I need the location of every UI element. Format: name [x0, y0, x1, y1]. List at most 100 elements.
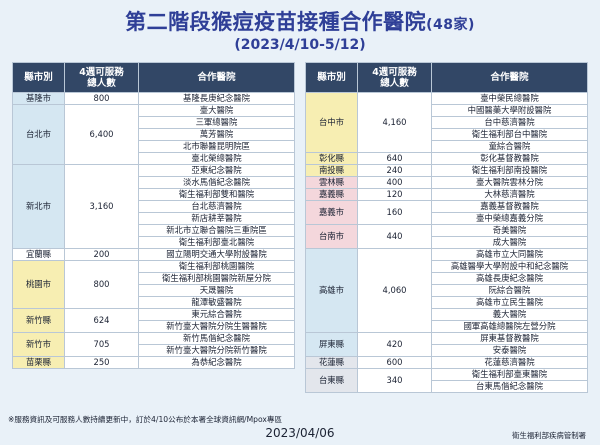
capacity-cell: 250: [64, 356, 139, 369]
table-row: 南投縣 240 衛生福利部南投醫院: [305, 164, 588, 177]
agency-credit: 衛生福利部疾病管制署: [512, 431, 586, 440]
hospital-cell: 國立陽明交通大學附設醫院: [138, 248, 295, 261]
hospital-cell: 大林慈濟醫院: [431, 188, 588, 201]
county-cell: 台中市: [305, 92, 358, 153]
table-row: 彰化縣 640 彰化基督教醫院: [305, 152, 588, 165]
hospital-cell: 安泰醫院: [431, 344, 588, 357]
hospital-cell: 高雄長庚紀念醫院: [431, 272, 588, 285]
hospital-header: 合作醫院: [431, 62, 588, 93]
hospital-cell: 新北市立聯合醫院三重院區: [138, 224, 295, 237]
date-range-subtitle: (2023/4/10-5/12): [234, 37, 366, 53]
hospital-cell: 新竹臺大醫院分院生醫醫院: [138, 320, 295, 333]
table-row: 台東縣 340 衛生福利部臺東醫院: [305, 368, 588, 393]
county-cell: 彰化縣: [305, 152, 358, 165]
capacity-cell: 200: [64, 248, 139, 261]
hospital-cell: 童綜合醫院: [431, 140, 588, 153]
hospital-cell: 阮綜合醫院: [431, 284, 588, 297]
hospital-cell: 三軍總醫院: [138, 116, 295, 129]
table-row: 雲林縣 400 臺大醫院雲林分院: [305, 176, 588, 189]
county-cell: 嘉義縣: [305, 188, 358, 201]
capacity-cell: 440: [357, 224, 432, 249]
page-title: 第二階段猴痘疫苗接種合作醫院(48家): [0, 6, 600, 36]
hospital-cell: 中國醫藥大學附設醫院: [431, 104, 588, 117]
county-cell: 苗栗縣: [12, 356, 65, 369]
county-cell: 桃園市: [12, 260, 65, 309]
hospital-cell: 新店耕莘醫院: [138, 212, 295, 225]
hospital-cell: 基隆長庚紀念醫院: [138, 92, 295, 105]
capacity-header: 4週可服務 總人數: [64, 62, 139, 93]
left-hospital-table: 縣市別 4週可服務 總人數 合作醫院 基隆市 800 基隆長庚紀念醫院 台北市 6,400…: [12, 62, 295, 369]
hospital-cell: 東元綜合醫院: [138, 308, 295, 321]
county-cell: 新竹市: [12, 332, 65, 357]
capacity-cell: 600: [357, 356, 432, 369]
county-cell: 高雄市: [305, 248, 358, 333]
county-header: 縣市別: [12, 62, 65, 93]
hospital-cell: 為恭紀念醫院: [138, 356, 295, 369]
capacity-header-label: 4週可服務 總人數: [372, 66, 417, 89]
hospital-cell: 成大醫院: [431, 236, 588, 249]
table-row: 桃園市 800 衛生福利部桃園醫院: [12, 260, 295, 309]
hospital-cell: 高雄醫學大學附設中和紀念醫院: [431, 260, 588, 273]
hospital-cell: 衛生福利部桃園醫院新屋分院: [138, 272, 295, 285]
title-count: (48家): [426, 17, 475, 33]
hospital-cell: 新竹臺大醫院分院新竹醫院: [138, 344, 295, 357]
hospital-cell: 嘉義基督教醫院: [431, 200, 588, 213]
hospital-cell: 台中慈濟醫院: [431, 116, 588, 129]
hospital-cell: 高雄市立民生醫院: [431, 296, 588, 309]
hospital-cell: 花蓮慈濟醫院: [431, 356, 588, 369]
table-row: 新北市 3,160 亞東紀念醫院: [12, 164, 295, 249]
hospital-cell: 北市聯醫昆明院區: [138, 140, 295, 153]
capacity-cell: 4,160: [357, 92, 432, 153]
title-main: 第二階段猴痘疫苗接種合作醫院: [125, 10, 427, 34]
capacity-cell: 420: [357, 332, 432, 357]
table-row: 嘉義市 160 嘉義基督教醫院: [305, 200, 588, 225]
capacity-cell: 400: [357, 176, 432, 189]
capacity-cell: 3,160: [64, 164, 139, 249]
table-row: 花蓮縣 600 花蓮慈濟醫院: [305, 356, 588, 369]
county-cell: 花蓮縣: [305, 356, 358, 369]
county-header: 縣市別: [305, 62, 358, 93]
capacity-cell: 800: [64, 260, 139, 309]
hospital-cell: 台東馬偕紀念醫院: [431, 380, 588, 393]
table-row: 新竹縣 624 東元綜合醫院: [12, 308, 295, 333]
hospital-cell: 臺大醫院雲林分院: [431, 176, 588, 189]
hospital-cell: 萬芳醫院: [138, 128, 295, 141]
capacity-cell: 240: [357, 164, 432, 177]
table-row: 屏東縣 420 屏東基督教醫院: [305, 332, 588, 357]
county-cell: 台北市: [12, 104, 65, 165]
hospital-cell: 高雄市立大同醫院: [431, 248, 588, 261]
table-row: 基隆市 800 基隆長庚紀念醫院: [12, 92, 295, 105]
county-cell: 基隆市: [12, 92, 65, 105]
hospital-cell: 亞東紀念醫院: [138, 164, 295, 177]
capacity-cell: 6,400: [64, 104, 139, 165]
hospital-cell: 臺大醫院: [138, 104, 295, 117]
hospital-cell: 衛生福利部台中醫院: [431, 128, 588, 141]
right-hospital-table: 縣市別 4週可服務 總人數 合作醫院 台中市 4,160 臺中榮民總醫院 中國醫藥大學附…: [305, 62, 588, 393]
hospital-header: 合作醫院: [138, 62, 295, 93]
capacity-cell: 640: [357, 152, 432, 165]
hospital-cell: 新竹馬偕紀念醫院: [138, 332, 295, 345]
table-row: 苗栗縣 250 為恭紀念醫院: [12, 356, 295, 369]
hospital-cell: 衛生福利部臺北醫院: [138, 236, 295, 249]
hospital-cell: 臺中榮民總醫院: [431, 92, 588, 105]
table-row: 高雄市 4,060 高雄市立大同醫院: [305, 248, 588, 333]
hospital-cell: 彰化基督教醫院: [431, 152, 588, 165]
table-row: 台北市 6,400 臺大醫院: [12, 104, 295, 165]
table-row: 嘉義縣 120 大林慈濟醫院: [305, 188, 588, 201]
hospital-cell: 天晟醫院: [138, 284, 295, 297]
capacity-cell: 705: [64, 332, 139, 357]
county-cell: 台東縣: [305, 368, 358, 393]
county-cell: 嘉義市: [305, 200, 358, 225]
table-row: 台南市 440 奇美醫院: [305, 224, 588, 249]
hospital-cell: 衛生福利部臺東醫院: [431, 368, 588, 381]
capacity-cell: 624: [64, 308, 139, 333]
capacity-header: 4週可服務 總人數: [357, 62, 432, 93]
county-cell: 屏東縣: [305, 332, 358, 357]
county-cell: 台南市: [305, 224, 358, 249]
hospital-cell: 義大醫院: [431, 308, 588, 321]
table-row: 台東馬偕紀念醫院: [306, 380, 588, 393]
table-row: 宜蘭縣 200 國立陽明交通大學附設醫院: [12, 248, 295, 261]
hospital-cell: 奇美醫院: [431, 224, 588, 237]
capacity-cell: 4,060: [357, 248, 432, 333]
capacity-cell: 340: [357, 368, 432, 393]
